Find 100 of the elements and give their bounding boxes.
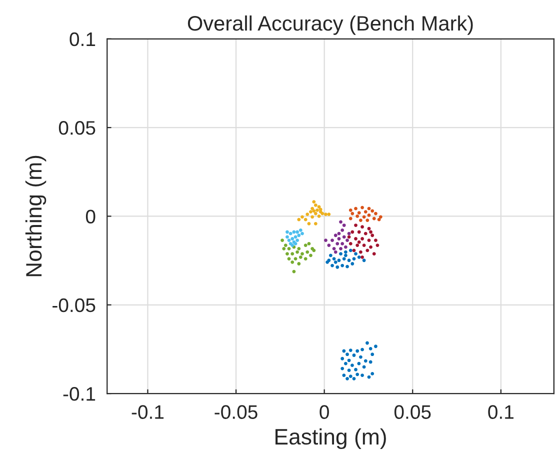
point (304, 218, 308, 222)
point (348, 374, 352, 378)
point (304, 257, 308, 260)
y-tick-label: -0.1 (63, 387, 96, 401)
point (287, 257, 291, 260)
point (296, 230, 300, 234)
point (296, 250, 300, 254)
point (306, 250, 310, 254)
point (357, 362, 361, 366)
point (346, 352, 349, 356)
point (357, 240, 361, 244)
point (324, 238, 328, 242)
y-tick-label: -0.05 (52, 298, 96, 312)
point (340, 242, 344, 246)
point (312, 200, 316, 204)
point (350, 262, 354, 266)
point (362, 365, 366, 369)
point (356, 349, 360, 353)
x-tick-label: -0.1 (132, 405, 164, 419)
point (354, 368, 358, 372)
point (356, 372, 360, 376)
point (317, 205, 321, 209)
point (337, 237, 341, 240)
point (364, 359, 368, 363)
point (346, 238, 349, 242)
point (339, 252, 342, 256)
point (297, 218, 301, 222)
point (290, 260, 294, 264)
point (332, 246, 336, 250)
y-tick-label: 0.05 (58, 121, 96, 135)
point (356, 244, 360, 248)
point (359, 250, 362, 254)
point (354, 252, 358, 256)
point (347, 232, 351, 236)
point (360, 255, 364, 259)
point (312, 209, 316, 213)
point (340, 356, 344, 360)
point (348, 216, 352, 220)
point (330, 238, 334, 242)
point (334, 234, 338, 238)
point (347, 368, 351, 372)
point (372, 216, 376, 220)
x-tick-label: 0.1 (488, 405, 514, 419)
point (292, 270, 296, 274)
point (348, 248, 352, 252)
point (334, 250, 338, 254)
point (298, 255, 302, 259)
point (369, 230, 372, 234)
point (339, 246, 342, 250)
x-tick-label: 0.05 (394, 405, 431, 419)
point (360, 206, 364, 210)
y-axis-title: Northing (m) (25, 156, 46, 276)
point (286, 252, 289, 256)
point (352, 354, 356, 357)
point (306, 212, 310, 216)
point (369, 245, 372, 249)
point (290, 237, 294, 240)
point (339, 220, 342, 224)
point (340, 264, 344, 268)
point (317, 214, 321, 218)
point (346, 376, 349, 380)
point (340, 366, 344, 370)
point (367, 226, 371, 230)
point (366, 248, 370, 252)
point (300, 232, 304, 236)
point (307, 222, 311, 226)
y-tick-label: 0.1 (70, 32, 96, 46)
point (366, 341, 369, 345)
point (374, 212, 378, 216)
point (282, 246, 286, 250)
point (332, 257, 336, 260)
point (364, 232, 368, 236)
point (348, 348, 352, 352)
point (342, 224, 346, 227)
point (344, 254, 348, 258)
point (367, 213, 371, 217)
point (330, 264, 334, 268)
point (377, 218, 381, 222)
point (376, 244, 380, 248)
point (327, 212, 331, 216)
point (324, 212, 328, 216)
x-tick-label: 0 (320, 405, 329, 419)
point (360, 237, 364, 240)
point (316, 208, 319, 212)
point (352, 257, 356, 260)
point (357, 230, 361, 234)
point (350, 364, 354, 368)
point (314, 222, 318, 226)
point (340, 228, 344, 232)
y-tick-label: 0 (86, 210, 96, 224)
chart-title: Overall Accuracy (Bench Mark) (188, 15, 473, 35)
point (344, 362, 348, 366)
point (314, 212, 318, 216)
point (297, 234, 301, 238)
point (356, 214, 360, 218)
point (344, 250, 348, 254)
point (327, 244, 331, 248)
point (370, 234, 374, 238)
point (378, 215, 382, 219)
point (354, 206, 358, 210)
